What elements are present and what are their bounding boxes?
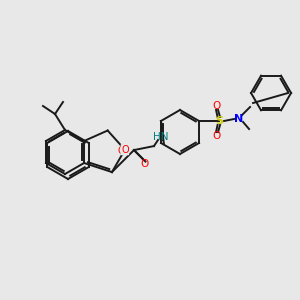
Text: O: O <box>141 159 149 169</box>
Text: O: O <box>212 101 220 111</box>
Text: N: N <box>234 114 244 124</box>
Text: HN: HN <box>153 132 169 142</box>
Text: O: O <box>121 145 129 155</box>
Text: O: O <box>212 131 220 141</box>
Text: S: S <box>215 116 223 126</box>
Text: O: O <box>117 146 125 156</box>
